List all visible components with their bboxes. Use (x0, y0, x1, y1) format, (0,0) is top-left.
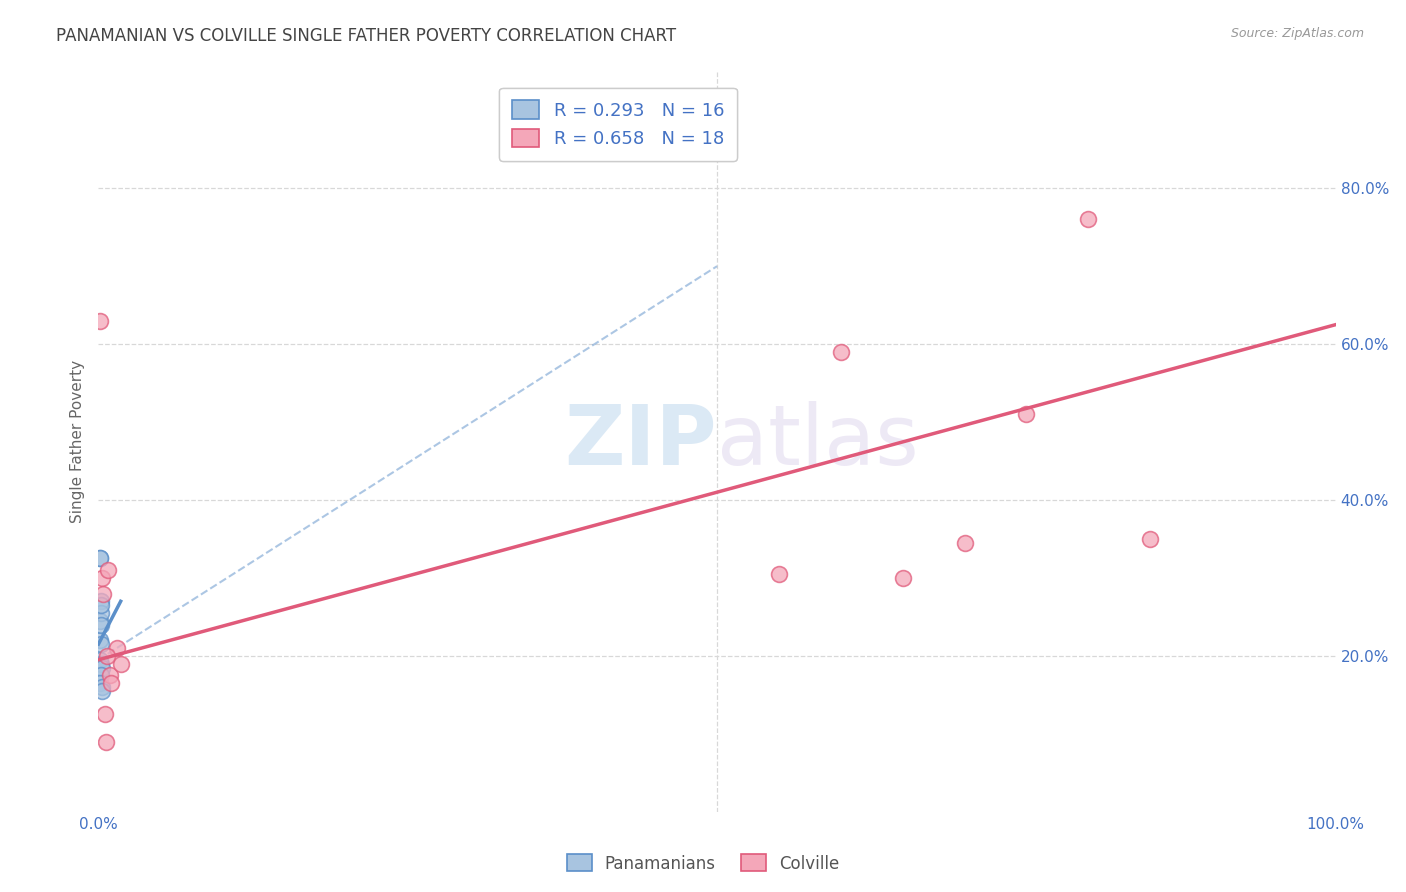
Point (89, 551, 111, 566)
Point (89, 551, 111, 566)
Point (830, 345, 852, 359)
Point (110, 657, 132, 671)
Point (91, 680, 114, 694)
Point (89, 633, 111, 648)
Point (953, 536, 976, 550)
Point (91, 571, 114, 585)
Point (94, 734, 117, 748)
Point (91, 660, 114, 674)
Legend: R = 0.293   N = 16, R = 0.658   N = 18: R = 0.293 N = 16, R = 0.658 N = 18 (499, 87, 737, 161)
Point (89, 676, 111, 690)
Point (97, 563, 120, 577)
Point (90, 657, 112, 671)
Point (891, 571, 914, 585)
Point (89, 653, 111, 667)
Text: PANAMANIAN VS COLVILLE SINGLE FATHER POVERTY CORRELATION CHART: PANAMANIAN VS COLVILLE SINGLE FATHER POV… (56, 27, 676, 45)
Point (96, 648, 118, 663)
Point (93, 586, 115, 600)
Point (98, 668, 121, 682)
Point (90, 637, 112, 651)
Point (105, 641, 128, 656)
Point (93, 707, 115, 722)
Point (90, 598, 112, 612)
Point (90, 606, 112, 620)
Point (1139, 532, 1161, 546)
Point (91, 684, 114, 698)
Text: ZIP: ZIP (565, 401, 717, 482)
Point (90, 594, 112, 608)
Text: atlas: atlas (717, 401, 918, 482)
Point (90, 617, 112, 632)
Point (89, 314, 111, 328)
Point (89, 614, 111, 628)
Point (1015, 407, 1038, 421)
Point (90, 668, 112, 682)
Point (768, 567, 790, 582)
Point (100, 676, 122, 690)
Legend: Panamanians, Colville: Panamanians, Colville (560, 847, 846, 880)
Text: Source: ZipAtlas.com: Source: ZipAtlas.com (1230, 27, 1364, 40)
Y-axis label: Single Father Poverty: Single Father Poverty (69, 360, 84, 523)
Point (1077, 212, 1099, 227)
